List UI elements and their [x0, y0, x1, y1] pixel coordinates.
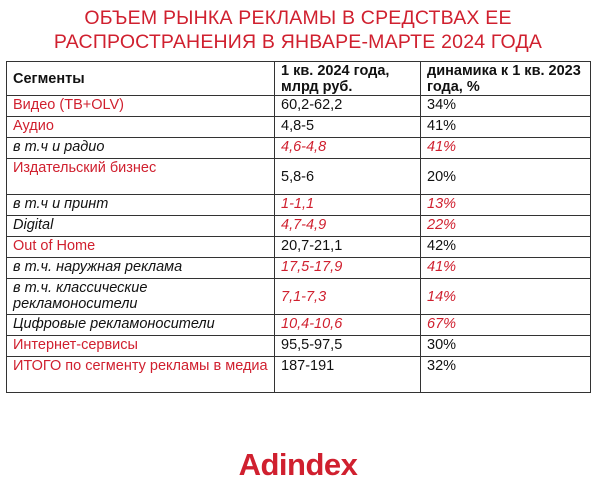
volume-cell: 95,5-97,5 — [274, 335, 421, 357]
segment-cell: Интернет-сервисы — [6, 335, 275, 357]
segment-cell: Издательский бизнес — [6, 158, 275, 195]
volume-cell: 60,2-62,2 — [274, 95, 421, 117]
segment-cell: Видео (ТВ+OLV) — [6, 95, 275, 117]
table-row: Digital 4,7-4,9 22% — [6, 215, 591, 237]
title-line-1: ОБЪЕМ РЫНКА РЕКЛАМЫ В СРЕДСТВАХ ЕЕ — [84, 7, 512, 29]
dynamics-cell: 42% — [420, 236, 591, 258]
ad-market-table: Сегменты 1 кв. 2024 года, млрд руб. дина… — [6, 61, 591, 393]
dynamics-cell: 34% — [420, 95, 591, 117]
header-volume: 1 кв. 2024 года, млрд руб. — [274, 61, 421, 96]
segment-cell: Аудио — [6, 116, 275, 138]
dynamics-cell: 41% — [420, 257, 591, 279]
segment-cell: Out of Home — [6, 236, 275, 258]
adindex-logo: Adindex — [238, 447, 358, 482]
volume-cell: 1-1,1 — [274, 194, 421, 216]
volume-cell: 187-191 — [274, 356, 421, 393]
table-row: Цифровые рекламоносители 10,4-10,6 67% — [6, 314, 591, 336]
segment-cell: Digital — [6, 215, 275, 237]
title-line-2: РАСПРОСТРАНЕНИЯ В ЯНВАРЕ-МАРТЕ 2024 ГОДА — [53, 31, 543, 53]
dynamics-cell: 14% — [420, 278, 591, 315]
header-dynamics: динамика к 1 кв. 2023 года, % — [420, 61, 591, 96]
volume-cell: 7,1-7,3 — [274, 278, 421, 315]
dynamics-cell: 41% — [420, 137, 591, 159]
dynamics-cell: 67% — [420, 314, 591, 336]
table-row: в т.ч и принт 1-1,1 13% — [6, 194, 591, 216]
volume-cell: 20,7-21,1 — [274, 236, 421, 258]
segment-cell: Цифровые рекламоносители — [6, 314, 275, 336]
dynamics-cell: 41% — [420, 116, 591, 138]
table-row: в т.ч. наружная реклама 17,5-17,9 41% — [6, 257, 591, 279]
segment-cell: ИТОГО по сегменту рекламы в медиа — [6, 356, 275, 393]
header-segment: Сегменты — [6, 61, 275, 96]
dynamics-cell: 20% — [420, 158, 591, 195]
table-row: в т.ч и радио 4,6-4,8 41% — [6, 137, 591, 159]
table-row: Аудио 4,8-5 41% — [6, 116, 591, 138]
table-row: Видео (ТВ+OLV) 60,2-62,2 34% — [6, 95, 591, 117]
table-row: в т.ч. классические рекламоносители 7,1-… — [6, 278, 591, 315]
table-header-row: Сегменты 1 кв. 2024 года, млрд руб. дина… — [6, 61, 591, 96]
dynamics-cell: 13% — [420, 194, 591, 216]
table-row: ИТОГО по сегменту рекламы в медиа 187-19… — [6, 356, 591, 393]
segment-cell: в т.ч и принт — [6, 194, 275, 216]
page-title: ОБЪЕМ РЫНКА РЕКЛАМЫ В СРЕДСТВАХ ЕЕ РАСПР… — [0, 6, 596, 54]
volume-cell: 4,7-4,9 — [274, 215, 421, 237]
table-row: Out of Home 20,7-21,1 42% — [6, 236, 591, 258]
table-row: Интернет-сервисы 95,5-97,5 30% — [6, 335, 591, 357]
dynamics-cell: 30% — [420, 335, 591, 357]
table-row: Издательский бизнес 5,8-6 20% — [6, 158, 591, 195]
volume-cell: 10,4-10,6 — [274, 314, 421, 336]
segment-cell: в т.ч. классические рекламоносители — [6, 278, 275, 315]
dynamics-cell: 32% — [420, 356, 591, 393]
segment-cell: в т.ч и радио — [6, 137, 275, 159]
dynamics-cell: 22% — [420, 215, 591, 237]
volume-cell: 4,8-5 — [274, 116, 421, 138]
segment-cell: в т.ч. наружная реклама — [6, 257, 275, 279]
volume-cell: 4,6-4,8 — [274, 137, 421, 159]
volume-cell: 17,5-17,9 — [274, 257, 421, 279]
volume-cell: 5,8-6 — [274, 158, 421, 195]
